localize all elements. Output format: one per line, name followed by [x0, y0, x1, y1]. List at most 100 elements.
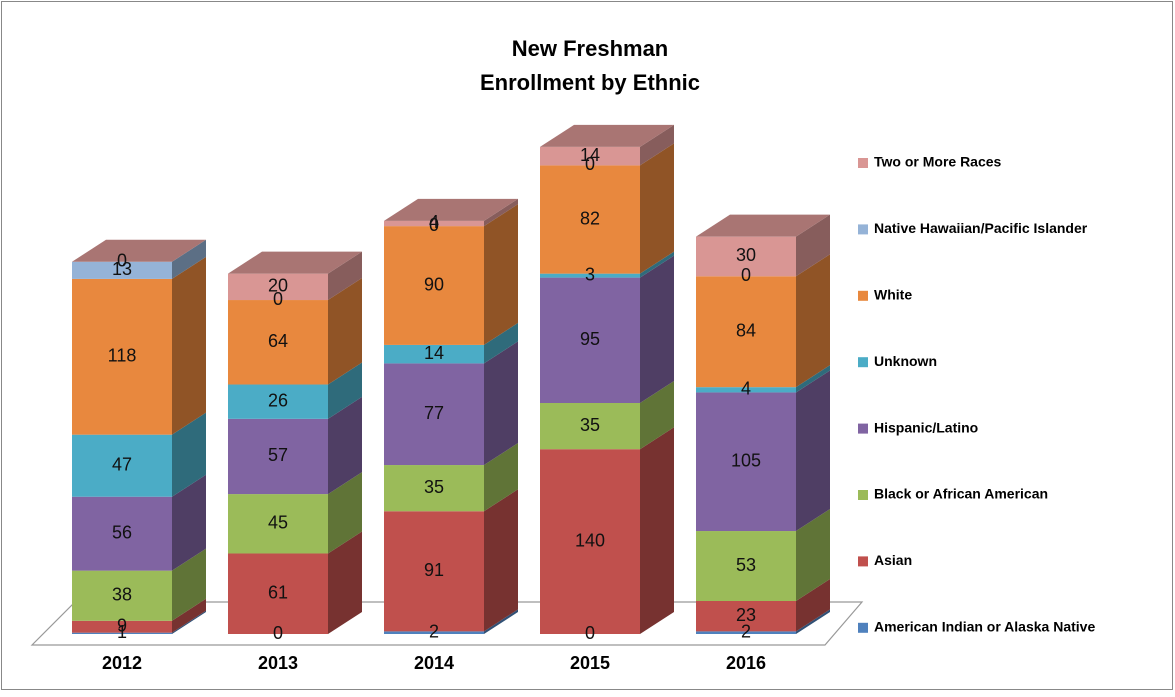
bar-segment — [384, 511, 484, 632]
legend-swatch — [858, 224, 868, 235]
data-label: 64 — [268, 331, 288, 351]
bar-segment — [228, 384, 328, 419]
bar-side — [328, 251, 362, 301]
bar-side — [796, 365, 830, 393]
bar-side — [328, 396, 362, 495]
data-label: 3 — [585, 264, 595, 284]
bar-side — [484, 341, 518, 466]
legend-swatch — [858, 423, 868, 434]
bar-side — [640, 255, 674, 403]
bar-side — [328, 531, 362, 634]
data-label: 45 — [268, 513, 288, 533]
data-label: 20 — [268, 276, 288, 296]
bar-segment — [228, 553, 328, 634]
data-label: 61 — [268, 582, 288, 602]
legend-label: American Indian or Alaska Native — [874, 619, 1095, 635]
data-label: 0 — [585, 154, 595, 174]
bar-side — [484, 489, 518, 632]
bar-segment — [696, 392, 796, 532]
bar-segment — [384, 631, 484, 634]
bar-side — [640, 427, 674, 634]
legend-label: Hispanic/Latino — [874, 419, 978, 435]
bar-side — [640, 124, 674, 166]
bar-top — [228, 251, 362, 274]
bar-segment — [72, 620, 172, 633]
data-label: 90 — [424, 274, 444, 294]
legend-swatch — [858, 357, 868, 368]
data-label: 26 — [268, 390, 288, 410]
bar-side — [796, 370, 830, 532]
bar-segment — [696, 601, 796, 632]
bar-segment — [384, 465, 484, 512]
bar-side — [796, 214, 830, 277]
bar-segment — [228, 300, 328, 385]
bar-segment — [72, 434, 172, 497]
data-label: 82 — [580, 208, 600, 228]
bar-segment — [696, 276, 796, 388]
bar-segment — [540, 273, 640, 278]
data-label: 1 — [117, 622, 127, 642]
bar-side — [172, 474, 206, 571]
data-label: 56 — [112, 522, 132, 542]
bar-segment — [228, 494, 328, 554]
data-label: 95 — [580, 329, 600, 349]
bar-segment — [384, 220, 484, 227]
bar-side — [172, 239, 206, 279]
bar-side — [172, 548, 206, 621]
data-label: 30 — [736, 245, 756, 265]
data-label: 35 — [580, 415, 600, 435]
data-label: 0 — [273, 623, 283, 643]
bar-side — [796, 579, 830, 632]
chart-title: Enrollment by Ethnic — [480, 70, 700, 95]
legend-swatch — [858, 556, 868, 567]
legend-label: Black or African American — [874, 486, 1048, 502]
bar-side — [796, 509, 830, 601]
bar-top — [696, 214, 830, 237]
bar-segment — [384, 363, 484, 466]
data-label: 0 — [429, 215, 439, 235]
bar-side — [484, 609, 518, 634]
bar-side — [172, 598, 206, 633]
data-label: 105 — [731, 450, 761, 470]
bar-segment — [540, 449, 640, 634]
bar-top — [540, 124, 674, 147]
data-label: 14 — [424, 343, 444, 363]
bar-side — [796, 254, 830, 388]
bar-side — [796, 609, 830, 634]
bar-segment — [72, 570, 172, 621]
data-label: 140 — [575, 530, 605, 550]
data-label: 118 — [108, 346, 137, 366]
legend-label: Native Hawaiian/Pacific Islander — [874, 220, 1088, 236]
bar-segment — [384, 344, 484, 364]
bar-top — [384, 198, 518, 221]
bar-side — [640, 251, 674, 278]
data-label: 0 — [741, 265, 751, 285]
legend-swatch — [858, 158, 868, 168]
bar-segment — [540, 403, 640, 450]
legend-swatch — [858, 290, 868, 301]
legend-label: Two or More Races — [874, 154, 1002, 170]
bar-side — [484, 322, 518, 364]
bar-side — [640, 381, 674, 450]
data-label: 2 — [741, 621, 751, 641]
bar-segment — [72, 632, 172, 634]
data-label: 53 — [736, 555, 756, 575]
data-label: 91 — [424, 560, 444, 580]
bar-side — [484, 198, 518, 227]
data-label: 14 — [580, 145, 600, 165]
data-label: 9 — [117, 615, 127, 635]
data-label: 38 — [112, 584, 132, 604]
bar-segment — [72, 261, 172, 279]
bar-side — [640, 143, 674, 274]
bar-segment — [540, 165, 640, 274]
bar-side — [328, 472, 362, 554]
bar-segment — [72, 496, 172, 571]
bar-segment — [540, 146, 640, 166]
x-tick-label: 2016 — [726, 653, 766, 673]
x-tick-label: 2014 — [414, 653, 454, 673]
bar-side — [328, 278, 362, 385]
bar-segment — [228, 418, 328, 495]
data-label: 47 — [112, 454, 132, 474]
data-label: 13 — [112, 259, 132, 279]
